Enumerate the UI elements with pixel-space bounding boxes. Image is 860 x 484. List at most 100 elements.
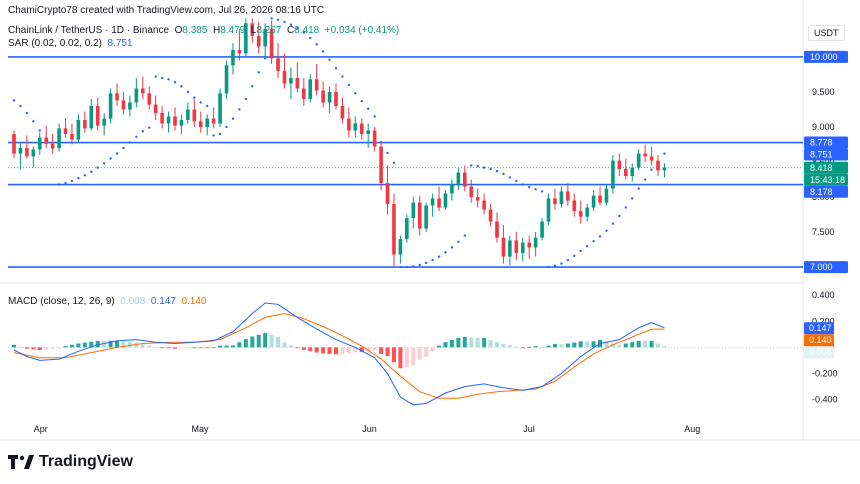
price-tick-label: 7.500 bbox=[812, 227, 835, 237]
price-badge bbox=[804, 261, 848, 274]
sar-dot bbox=[154, 75, 157, 78]
time-axis[interactable]: Apr May Jun Jul Aug bbox=[34, 424, 700, 434]
close-label: C bbox=[286, 25, 295, 36]
macd-histogram-bar bbox=[198, 347, 203, 349]
sar-dot bbox=[392, 161, 396, 164]
grid-lines bbox=[0, 0, 860, 441]
macd-histogram-bar bbox=[108, 340, 113, 348]
price-badge-label: 10.000 bbox=[810, 52, 838, 62]
tradingview-logo-icon bbox=[8, 455, 34, 469]
sar-dot bbox=[128, 141, 132, 144]
macd-histogram-bar bbox=[424, 347, 429, 357]
sar-dot bbox=[560, 262, 563, 265]
currency-badge[interactable]: USDT bbox=[808, 25, 845, 41]
sar-dot bbox=[38, 129, 41, 132]
candle-body bbox=[540, 221, 544, 238]
sar-dot bbox=[386, 151, 389, 155]
candle-body bbox=[269, 28, 274, 59]
candle-body bbox=[70, 133, 74, 140]
sar-dot bbox=[611, 222, 615, 225]
macd-histogram-bar bbox=[211, 347, 216, 349]
macd-histogram-bar bbox=[533, 346, 538, 348]
candle-body bbox=[308, 79, 313, 99]
sar-dot bbox=[334, 66, 338, 70]
macd-histogram-bar bbox=[359, 347, 364, 353]
sar-dot bbox=[206, 104, 209, 108]
macd-histogram-bar bbox=[179, 347, 184, 349]
symbol-name[interactable]: ChainLink / TetherUS · 1D · Binance bbox=[8, 25, 170, 36]
macd-histogram-bar bbox=[353, 347, 358, 353]
macd-histogram-bar bbox=[366, 347, 371, 352]
macd-histogram-bar bbox=[488, 340, 493, 348]
sar-dot bbox=[302, 31, 305, 34]
macd-histogram-bar bbox=[230, 345, 235, 348]
candle-body bbox=[353, 123, 358, 131]
macd-histogram-bar bbox=[546, 345, 551, 348]
macd-histogram-bar bbox=[514, 346, 519, 348]
candles bbox=[12, 18, 667, 268]
macd-histogram-bar bbox=[237, 342, 242, 348]
sar-label[interactable]: SAR (0.02, 0.02, 0.2) bbox=[8, 38, 102, 49]
macd-badge-label: 0.008 bbox=[809, 347, 832, 357]
sar-dot bbox=[637, 187, 640, 190]
candle-body bbox=[553, 198, 557, 205]
candle-body bbox=[379, 146, 383, 184]
macd-histogram-bar bbox=[57, 347, 62, 349]
time-tick-label: Apr bbox=[34, 424, 48, 434]
sar-dot bbox=[412, 265, 415, 268]
candle-body bbox=[250, 23, 255, 36]
sar-dot bbox=[424, 261, 428, 265]
sar-dot bbox=[212, 134, 215, 137]
sar-dot bbox=[450, 246, 454, 249]
macd-histogram-bar bbox=[102, 340, 107, 348]
macd-histogram-bar bbox=[430, 347, 435, 352]
candle-body bbox=[514, 240, 519, 254]
horizontal-levels bbox=[8, 56, 803, 348]
macd-badge-label: 0.147 bbox=[809, 323, 832, 333]
sar-dot bbox=[315, 43, 318, 46]
candle-body bbox=[205, 118, 209, 127]
macd-histogram-bar bbox=[630, 342, 635, 348]
price-tick-label: 9.500 bbox=[812, 87, 835, 97]
price-tick-label: 9.000 bbox=[812, 122, 835, 132]
sar-dot bbox=[624, 206, 627, 209]
candle-body bbox=[405, 218, 409, 240]
time-tick-label: Jul bbox=[523, 424, 535, 434]
macd-histogram-bar bbox=[263, 333, 268, 348]
sar-dot bbox=[373, 115, 376, 118]
candle-body bbox=[372, 130, 377, 147]
price-badges: 10.000 8.778 8.751 8.418 15:43:18 8.178 7.000 0… bbox=[804, 50, 848, 359]
macd-histogram-bar bbox=[153, 346, 158, 348]
sar-dot bbox=[547, 265, 550, 269]
candle-body bbox=[469, 186, 474, 198]
macd-histogram-bar bbox=[540, 347, 545, 349]
sar-dot bbox=[102, 162, 106, 165]
candle-body bbox=[662, 167, 667, 171]
candle-body bbox=[598, 195, 602, 203]
sar-dot bbox=[515, 179, 518, 183]
macd-histogram bbox=[12, 333, 667, 369]
sar-dot bbox=[618, 214, 621, 218]
candle-body bbox=[430, 198, 435, 206]
price-badge-label: 8.418 bbox=[810, 163, 833, 173]
sar-dot bbox=[199, 101, 202, 104]
candle-body bbox=[366, 130, 370, 134]
sar-dot bbox=[437, 255, 441, 258]
candle-body bbox=[147, 93, 152, 105]
sar-dot bbox=[566, 258, 570, 262]
macd-histogram-bar bbox=[37, 347, 42, 350]
candle-body bbox=[198, 121, 203, 127]
sar-dot bbox=[257, 71, 260, 74]
macd-histogram-bar bbox=[552, 343, 557, 348]
sar-dot bbox=[231, 117, 235, 120]
macd-label[interactable]: MACD (close, 12, 26, 9) bbox=[8, 296, 115, 307]
sar-dot bbox=[96, 166, 99, 169]
sar-dot bbox=[19, 104, 22, 108]
candle-body bbox=[192, 109, 197, 122]
candle-body bbox=[334, 91, 338, 106]
candle-body bbox=[173, 116, 177, 126]
candle-body bbox=[95, 105, 100, 126]
candle-body bbox=[134, 88, 139, 103]
sar-dot bbox=[328, 58, 331, 61]
